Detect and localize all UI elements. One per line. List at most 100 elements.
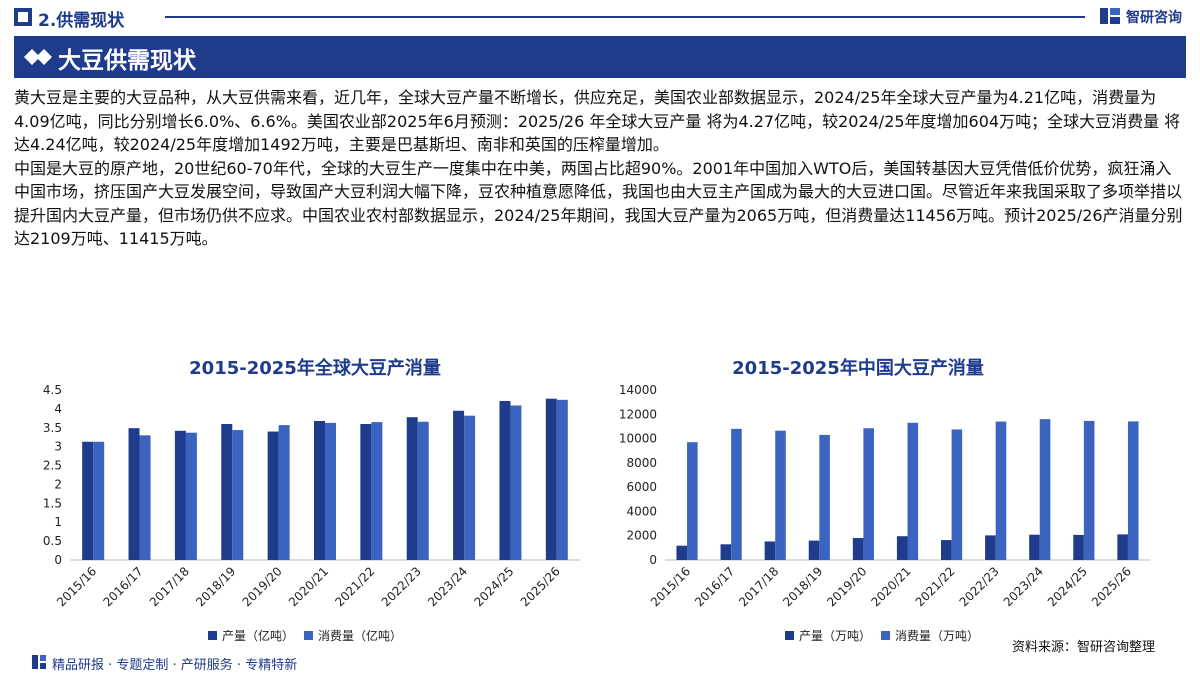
chart-title: 2015-2025年中国大豆产消量 bbox=[732, 357, 984, 379]
chart-title: 2015-2025年全球大豆产消量 bbox=[189, 357, 441, 379]
legend-swatch bbox=[304, 631, 314, 640]
footer-bar bbox=[0, 653, 1200, 673]
bar bbox=[128, 428, 140, 560]
footer-text: 精品研报 · 专题定制 · 产研服务 · 专精特新 bbox=[52, 658, 298, 673]
bar bbox=[775, 430, 786, 560]
x-tick-label: 2018/19 bbox=[780, 564, 825, 609]
bar bbox=[852, 538, 864, 560]
y-tick-label: 1 bbox=[54, 515, 62, 529]
x-tick-label: 2015/16 bbox=[648, 564, 693, 609]
bar bbox=[687, 442, 698, 560]
y-tick-label: 3.5 bbox=[43, 421, 62, 435]
bar bbox=[720, 544, 732, 560]
bar bbox=[464, 415, 476, 560]
bar bbox=[808, 540, 820, 560]
bar bbox=[907, 422, 919, 560]
bar bbox=[417, 421, 429, 560]
x-tick-label: 2022/23 bbox=[379, 564, 424, 609]
bar bbox=[453, 410, 465, 560]
x-tick-label: 2023/24 bbox=[425, 564, 470, 609]
bar bbox=[1029, 534, 1040, 560]
x-tick-label: 2024/25 bbox=[1045, 564, 1090, 609]
bar bbox=[1073, 534, 1084, 560]
bar bbox=[1117, 534, 1128, 560]
x-tick-label: 2020/21 bbox=[868, 564, 913, 609]
bar bbox=[139, 435, 151, 560]
y-tick-label: 2 bbox=[54, 477, 62, 491]
bar bbox=[545, 398, 557, 560]
bar bbox=[1039, 419, 1051, 560]
x-tick-label: 2018/19 bbox=[193, 564, 238, 609]
x-tick-label: 2022/23 bbox=[957, 564, 1002, 609]
y-tick-label: 14000 bbox=[619, 383, 657, 397]
paragraph: 黄大豆是主要的大豆品种，从大豆供需来看，近几年，全球大豆产量不断增长，供应充足，… bbox=[14, 88, 1181, 154]
body-text: 黄大豆是主要的大豆品种，从大豆供需来看，近几年，全球大豆产量不断增长，供应充足，… bbox=[14, 86, 1186, 251]
bar bbox=[278, 425, 290, 560]
bar bbox=[185, 432, 197, 560]
legend-label: 消费量（万吨） bbox=[895, 629, 979, 643]
x-tick-label: 2021/22 bbox=[332, 564, 377, 609]
bar bbox=[371, 422, 383, 560]
bar bbox=[406, 417, 418, 560]
x-tick-label: 2021/22 bbox=[913, 564, 958, 609]
bar bbox=[499, 400, 511, 560]
x-tick-label: 2017/18 bbox=[147, 564, 192, 609]
bar bbox=[941, 540, 952, 560]
bar bbox=[232, 430, 244, 560]
y-tick-label: 2.5 bbox=[43, 459, 62, 473]
bar bbox=[896, 536, 908, 560]
x-tick-label: 2024/25 bbox=[471, 564, 516, 609]
bar bbox=[951, 429, 963, 560]
legend-label: 产量（万吨） bbox=[799, 629, 871, 643]
y-tick-label: 2000 bbox=[626, 529, 657, 543]
x-tick-label: 2015/16 bbox=[54, 564, 99, 609]
x-tick-label: 2025/26 bbox=[1089, 564, 1134, 609]
y-tick-label: 1.5 bbox=[43, 496, 62, 510]
y-tick-label: 8000 bbox=[626, 456, 657, 470]
y-tick-label: 6000 bbox=[626, 480, 657, 494]
footer-icon bbox=[32, 655, 46, 669]
section-icon bbox=[14, 8, 32, 26]
legend-swatch bbox=[208, 631, 217, 640]
x-tick-label: 2016/17 bbox=[101, 564, 146, 609]
y-tick-label: 3 bbox=[54, 440, 62, 454]
bar bbox=[510, 405, 522, 560]
y-tick-label: 0.5 bbox=[43, 534, 62, 548]
legend-label: 消费量（亿吨） bbox=[318, 628, 402, 643]
y-tick-label: 10000 bbox=[619, 432, 657, 446]
y-tick-label: 12000 bbox=[619, 407, 657, 421]
y-tick-label: 4000 bbox=[626, 504, 657, 518]
x-tick-label: 2016/17 bbox=[692, 564, 737, 609]
bar bbox=[221, 424, 233, 560]
legend-label: 产量（亿吨） bbox=[222, 628, 294, 643]
logo-icon bbox=[1100, 8, 1120, 24]
paragraph: 中国是大豆的原产地，20世纪60-70年代，全球的大豆生产一度集中在中美，两国占… bbox=[14, 158, 1183, 249]
bar bbox=[267, 431, 279, 560]
bar bbox=[863, 428, 874, 560]
bar bbox=[174, 430, 186, 560]
bar bbox=[82, 441, 94, 560]
bar bbox=[556, 399, 568, 560]
bar bbox=[676, 545, 688, 560]
x-tick-label: 2019/20 bbox=[824, 564, 869, 609]
legend-swatch bbox=[785, 631, 794, 640]
bar bbox=[93, 441, 105, 560]
bar bbox=[985, 535, 996, 560]
source: 资料来源：智研咨询整理 bbox=[1012, 640, 1156, 655]
x-tick-label: 2017/18 bbox=[736, 564, 781, 609]
x-tick-label: 2020/21 bbox=[286, 564, 331, 609]
bar bbox=[325, 422, 336, 560]
y-tick-label: 0 bbox=[54, 553, 62, 567]
bar bbox=[995, 421, 1007, 560]
bar bbox=[819, 434, 830, 560]
bar bbox=[360, 424, 372, 560]
bar bbox=[314, 420, 325, 560]
y-tick-label: 0 bbox=[649, 553, 657, 567]
x-tick-label: 2023/24 bbox=[1001, 564, 1046, 609]
banner-title: 大豆供需现状 bbox=[58, 48, 196, 74]
bar bbox=[731, 428, 742, 560]
section-title: 2.供需现状 bbox=[38, 11, 125, 31]
logo-text: 智研咨询 bbox=[1126, 10, 1182, 26]
